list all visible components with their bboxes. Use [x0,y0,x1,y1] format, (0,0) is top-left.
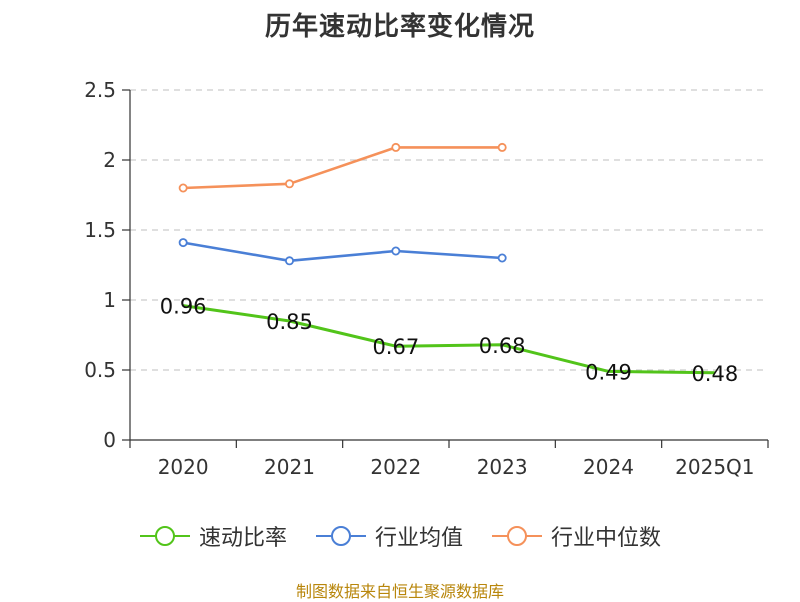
x-tick-label: 2022 [370,455,421,479]
y-tick-label: 2 [103,148,116,172]
data-point[interactable] [497,253,507,263]
data-point[interactable] [284,179,294,189]
x-tick-label: 2020 [158,455,209,479]
legend-line-icon [139,526,190,546]
source-note: 制图数据来自恒生聚源数据库 [295,582,504,601]
data-point[interactable] [178,183,188,193]
data-point[interactable] [284,256,294,266]
legend-label: 行业均值 [374,526,463,551]
chart-title: 历年速动比率变化情况 [264,12,535,42]
data-label: 0.67 [372,335,419,359]
y-tick-label: 2.5 [84,78,116,102]
data-label: 0.85 [266,310,313,334]
axes: 0 0.5 1 1.5 2 2.5 2020 2021 2022 2023 2024 2025Q1 [84,78,769,479]
x-tick-label: 2023 [477,455,528,479]
grid-lines [130,89,768,371]
data-label: 0.96 [160,295,207,319]
data-label: 0.68 [479,334,526,358]
data-label: 0.49 [585,360,632,384]
legend-item-industry-median[interactable]: 行业中位数 [491,520,661,552]
legend-line-icon [315,526,366,546]
legend: 速动比率 行业均值 行业中位数 [0,518,800,554]
x-tick-label: 2021 [264,455,315,479]
series [178,142,715,375]
legend-line-icon [492,526,542,546]
legend-item-quick-ratio[interactable]: 速动比率 [139,520,287,552]
y-tick-label: 0 [103,428,116,452]
data-point[interactable] [178,238,188,248]
data-labels: 0.96 0.85 0.67 0.68 0.49 0.48 [160,295,738,386]
y-tick-label: 1 [103,288,116,312]
data-point[interactable] [391,142,401,152]
data-point[interactable] [497,142,507,152]
data-label: 0.48 [691,362,738,386]
x-tick-label: 2025Q1 [675,455,754,479]
legend-label: 行业中位数 [551,526,662,551]
x-tick-label: 2024 [583,455,634,479]
data-point[interactable] [391,246,401,256]
y-tick-label: 0.5 [84,358,116,382]
y-tick-label: 1.5 [84,218,116,242]
series-line [182,304,715,375]
series-line [182,241,503,263]
series-line [183,146,503,190]
legend-item-industry-mean[interactable]: 行业均值 [315,520,463,552]
legend-label: 速动比率 [198,526,287,551]
